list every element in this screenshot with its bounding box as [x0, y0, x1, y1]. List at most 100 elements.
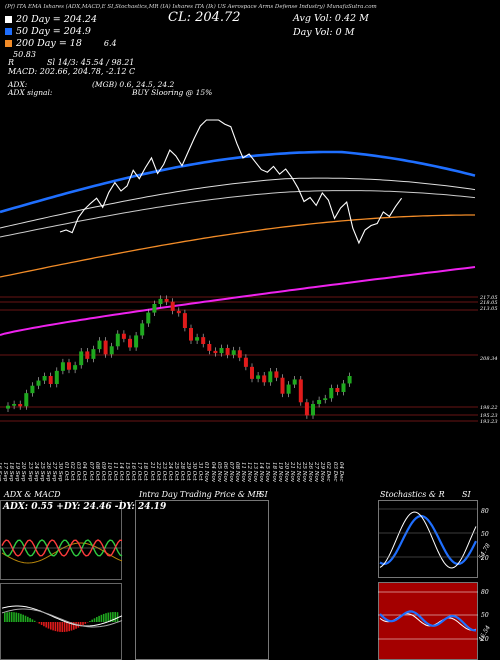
avg-volume-label: Avg Vol: 0.42 M [293, 13, 369, 24]
macd-histogram-bar [20, 613, 22, 622]
macd-histogram-bar [52, 622, 54, 631]
macd-histogram-bar [116, 612, 119, 622]
sma50-line [0, 150, 476, 214]
candle-body [311, 404, 315, 416]
macd-histogram-bar [6, 612, 8, 622]
candle-body [103, 340, 108, 355]
candle-body [12, 404, 17, 406]
macd-histogram-bar [98, 615, 100, 622]
candle-body [6, 405, 10, 409]
candle-body [128, 338, 132, 348]
candle-body [79, 351, 84, 366]
close-line [59, 119, 403, 245]
macd-signal-line [1, 608, 123, 628]
ema200-line [0, 214, 475, 278]
minus-di-line [1, 539, 123, 557]
macd-histogram-bar [8, 612, 11, 622]
macd-histogram-bar [73, 622, 75, 630]
macd-histogram-bar [50, 622, 52, 630]
macd-histogram-bar [24, 615, 27, 622]
stoch-k-line [379, 511, 477, 569]
candle-body [250, 366, 254, 379]
price-level-label: 208.34 [480, 356, 498, 362]
macd-histogram-bar [54, 622, 57, 632]
candle-body [146, 312, 151, 324]
macd-histogram-bar [68, 622, 70, 632]
candle-body [225, 348, 230, 355]
panel-intraday-si: SI [259, 490, 268, 499]
candle-body [189, 328, 193, 341]
header-top-line: (Pf) ITA EMA Ishares (ADX,MACD,E SI,Stoc… [5, 4, 377, 10]
long-ma-line [0, 266, 476, 336]
candle-body [97, 340, 102, 350]
price-level-label: 193.23 [480, 419, 498, 425]
macd-histogram-bar [33, 620, 36, 622]
macd-histogram-bar [70, 622, 73, 631]
candle-body [268, 371, 273, 383]
stochastics-panel [378, 500, 478, 578]
mr-blue-line [379, 610, 477, 632]
macd-histogram-bar [109, 612, 112, 622]
candle-body [237, 350, 242, 358]
price-level-label: 217.05 [480, 295, 498, 301]
macd-histogram-bar [4, 612, 6, 622]
stoch-d-line [379, 515, 477, 566]
macd-histogram-bar [82, 622, 84, 626]
macd-histogram-bar [114, 612, 116, 622]
macd-histogram-bar [15, 612, 18, 622]
macd-histogram-bar [10, 612, 13, 622]
candle-body [219, 348, 224, 354]
candle-body [304, 402, 309, 416]
macd-histogram-bar [13, 612, 15, 622]
candle-body [36, 380, 41, 386]
macd-histogram-bar [100, 614, 103, 622]
panel-stoch-title: Stochastics & R [380, 490, 445, 499]
macd-histogram-bar [22, 614, 24, 622]
panel-adx-macd-title: ADX & MACD [4, 490, 61, 499]
close-price-label: CL: 204.72 [168, 10, 241, 25]
macd-histogram-bar [61, 622, 64, 632]
macd-histogram-bar [31, 619, 34, 622]
candle-body [176, 310, 181, 314]
candle-body [67, 362, 71, 370]
stoch-tick-50: 50 [481, 531, 489, 538]
price-level-label: 195.23 [480, 413, 498, 419]
candle-body [298, 379, 303, 403]
candle-body [170, 301, 175, 311]
macd-histogram-bar [59, 622, 61, 632]
macd-histogram-bar [38, 622, 41, 624]
macd-histogram-bar [93, 618, 96, 622]
candle-body [335, 388, 340, 392]
macd-histogram-bar [56, 622, 59, 632]
adx-signal-value: BUY Slooring @ 15% [132, 88, 213, 97]
legend-sma50-swatch [5, 27, 12, 35]
macd-histogram-bar [91, 619, 93, 622]
macd-histogram-bar [105, 613, 107, 622]
candle-body [115, 333, 120, 347]
macd-histogram-bar [107, 612, 110, 622]
candle-body [109, 346, 114, 355]
price-level-label: 213.05 [480, 306, 498, 312]
macd-histogram-bar [27, 616, 29, 622]
legend-sma20-text: 20 Day = 204.24 [16, 13, 97, 25]
candle-body [60, 362, 65, 371]
candle-body [286, 384, 291, 394]
candle-body [341, 383, 346, 392]
candle-body [207, 344, 212, 351]
indicator-legend: 20 Day = 204.24 50 Day = 204.9 200 Day =… [5, 13, 117, 49]
candle-body [42, 376, 47, 381]
macd-histogram-bar [43, 622, 45, 627]
candle-body [18, 404, 23, 407]
macd-histogram-bar [47, 622, 50, 629]
plus-di-line [1, 539, 123, 557]
candle-body [256, 375, 261, 379]
legend-sma50: 50 Day = 204.9 [5, 25, 117, 37]
stoch-tick-80: 80 [481, 508, 489, 515]
stoch-tick-20: 20 [481, 555, 489, 562]
candle-body [152, 304, 157, 313]
macd-line [1, 605, 123, 627]
mr-tick-80: 80 [481, 589, 489, 596]
legend-sma20-swatch [5, 15, 12, 23]
candle-body [164, 298, 169, 302]
candle-body [243, 357, 248, 367]
